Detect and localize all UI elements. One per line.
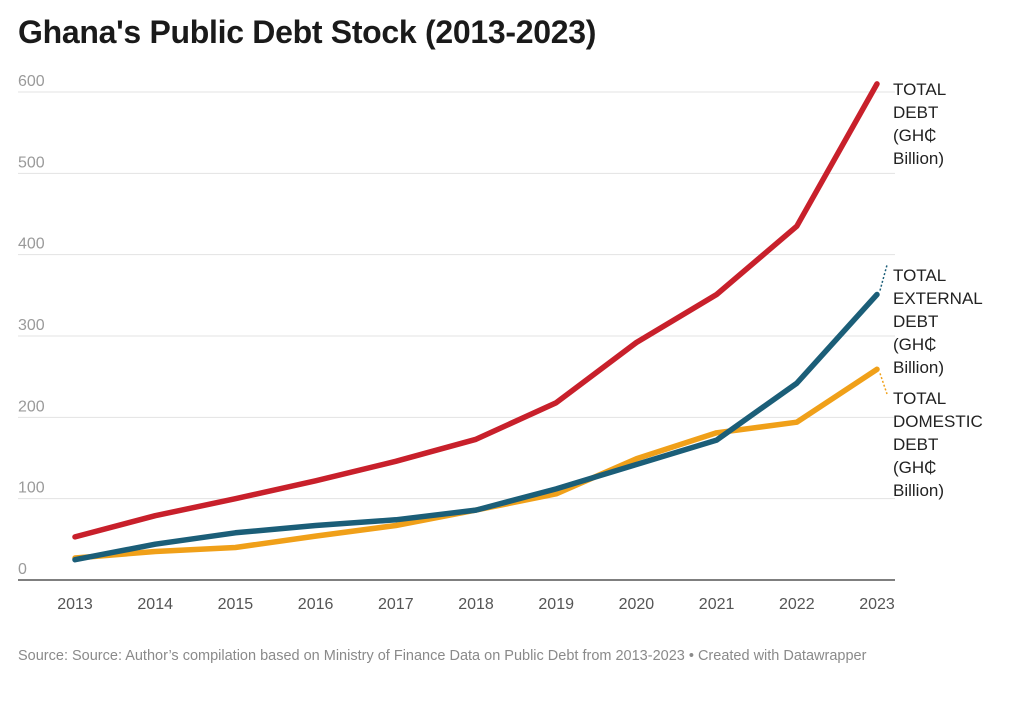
series-label-external: TOTAL EXTERNAL DEBT (GH₵ Billion) — [893, 266, 983, 377]
series-label-total: TOTAL DEBT (GH₵ Billion) — [893, 80, 946, 168]
series-line-total — [72, 81, 880, 540]
series-lines — [72, 81, 880, 563]
x-tick-label-2018: 2018 — [458, 596, 494, 613]
x-tick-label-2021: 2021 — [699, 596, 735, 613]
x-tick-label-2023: 2023 — [859, 596, 895, 613]
y-tick-label-600: 600 — [18, 73, 45, 90]
source-footer: Source: Source: Author’s compilation bas… — [18, 648, 867, 664]
series-line-domestic — [72, 366, 880, 561]
series-label-domestic: TOTAL DOMESTIC DEBT (GH₵ Billion) — [893, 389, 983, 500]
gridlines — [18, 91, 895, 581]
label-leader-domestic — [879, 373, 888, 395]
x-tick-label-2015: 2015 — [218, 596, 254, 613]
x-tick-label-2013: 2013 — [57, 596, 93, 613]
x-tick-label-2020: 2020 — [619, 596, 655, 613]
y-tick-label-300: 300 — [18, 317, 45, 334]
series-end-labels: TOTAL DEBT (GH₵ Billion) TOTAL EXTERNAL DEBT (G… — [879, 80, 983, 500]
y-tick-label-500: 500 — [18, 154, 45, 171]
y-axis-tick-labels: 0 100 200 300 400 500 600 — [18, 73, 45, 578]
x-tick-label-2019: 2019 — [538, 596, 574, 613]
series-line-external — [72, 291, 880, 563]
x-tick-label-2022: 2022 — [779, 596, 815, 613]
x-tick-label-2014: 2014 — [137, 596, 173, 613]
x-tick-label-2016: 2016 — [298, 596, 334, 613]
y-tick-label-0: 0 — [18, 561, 27, 578]
x-axis-tick-labels: 2013 2014 2015 2016 2017 2018 2019 2020 2021 2022… — [57, 596, 895, 613]
y-tick-label-400: 400 — [18, 236, 45, 253]
line-chart: 0 100 200 300 400 500 600 2013 2014 2015 2016 2017… — [18, 73, 983, 613]
y-tick-label-200: 200 — [18, 398, 45, 415]
x-tick-label-2017: 2017 — [378, 596, 414, 613]
y-tick-label-100: 100 — [18, 480, 45, 497]
chart-title: Ghana's Public Debt Stock (2013-2023) — [18, 14, 597, 50]
label-leader-external — [879, 264, 888, 291]
